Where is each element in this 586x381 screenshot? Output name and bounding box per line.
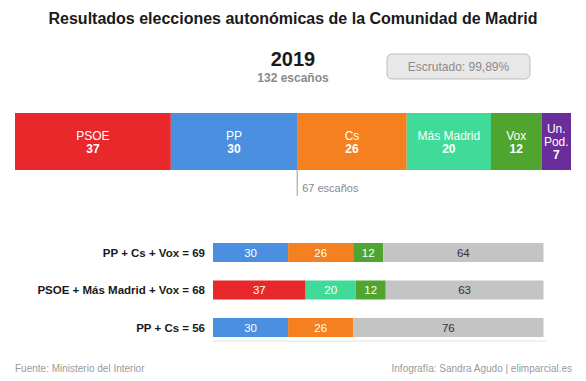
- coalition-bars: [213, 243, 543, 337]
- x-axis-line: [213, 341, 546, 342]
- chart-subtitle: 132 escaños: [257, 71, 329, 85]
- coalition-bar: [213, 243, 288, 262]
- seat-bar: [15, 113, 171, 170]
- credit: Infografía: Sandra Agudo | elimparcial.e…: [392, 363, 572, 374]
- party-name: Vox: [506, 129, 526, 143]
- coalition-label: PP + Cs = 56: [136, 322, 205, 334]
- chart-title: 2019: [271, 48, 316, 70]
- coalition-bar: [353, 318, 543, 337]
- coalition-value: 26: [314, 322, 327, 334]
- majority-label: 67 escaños: [302, 182, 359, 194]
- party-name: Más Madrid: [418, 129, 481, 143]
- party-name: Un.Pod.: [544, 122, 569, 149]
- coalition-value: 30: [244, 322, 257, 334]
- coalition-value: 12: [364, 284, 377, 296]
- coalition-bar: [353, 243, 383, 262]
- party-name: PP: [226, 129, 242, 143]
- coalition-bar: [213, 318, 288, 337]
- coalition-value: 63: [458, 284, 471, 296]
- coalition-value: 37: [253, 284, 266, 296]
- status-text: Escrutado: 99,89%: [408, 60, 510, 74]
- coalition-labels: PP + Cs + Vox = 69 30 26 12 64 PSOE + Más Mad…: [37, 247, 471, 334]
- infographic: Resultados elecciones autonómicas de la …: [0, 0, 586, 381]
- party-name-line: PP: [226, 129, 242, 143]
- coalition-bar: [386, 281, 544, 300]
- status-box: [387, 54, 530, 79]
- party-name: Cs: [345, 129, 360, 143]
- coalition-value: 30: [244, 247, 257, 259]
- seat-label: 12: [510, 142, 524, 156]
- coalition-bar: [288, 243, 353, 262]
- coalition-bar: [306, 281, 356, 300]
- coalition-value: 64: [457, 247, 470, 259]
- seat-bar: [407, 113, 491, 170]
- party-name-line: Cs: [345, 129, 360, 143]
- party-name-line: Un.: [547, 122, 566, 136]
- main-bars: [15, 113, 571, 170]
- seat-label: 20: [442, 142, 456, 156]
- seat-bar: [171, 113, 297, 170]
- seat-bar: [491, 113, 542, 170]
- coalition-value: 20: [324, 284, 337, 296]
- seat-label: 30: [227, 142, 241, 156]
- main-labels: PSOE37 PP30 Cs26 Más Madrid20 Vox12 Un.Pod.7: [76, 122, 568, 162]
- party-name-line: PSOE: [76, 129, 109, 143]
- party-name-line: Pod.: [544, 135, 569, 149]
- seat-bar: [297, 113, 407, 170]
- coalition-value: 26: [314, 247, 327, 259]
- seat-bar: [542, 113, 571, 170]
- party-name: PSOE: [76, 129, 109, 143]
- party-name-line: Más Madrid: [418, 129, 481, 143]
- coalition-bar: [356, 281, 386, 300]
- title: Resultados elecciones autonómicas de la …: [49, 10, 538, 27]
- coalition-value: 12: [362, 247, 375, 259]
- coalition-bar: [213, 281, 306, 300]
- source: Fuente: Ministerio del Interior: [15, 363, 145, 374]
- coalition-label: PSOE + Más Madrid + Vox = 68: [37, 284, 205, 296]
- coalition-bar: [383, 243, 543, 262]
- party-name-line: Vox: [506, 129, 526, 143]
- coalition-label: PP + Cs + Vox = 69: [103, 247, 205, 259]
- coalition-value: 76: [442, 322, 455, 334]
- seat-label: 37: [86, 142, 100, 156]
- seat-label: 26: [345, 142, 359, 156]
- coalition-bar: [288, 318, 353, 337]
- seat-label: 7: [553, 148, 560, 162]
